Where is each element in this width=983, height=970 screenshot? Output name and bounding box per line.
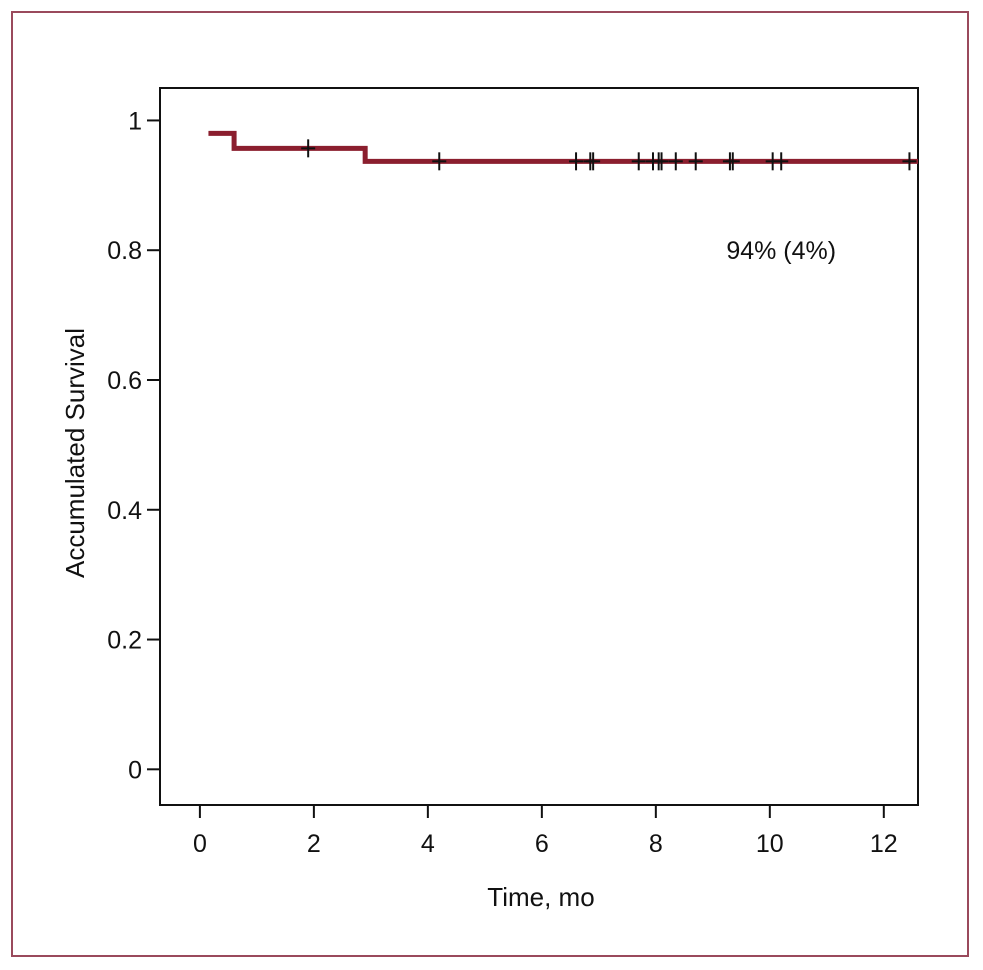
censor-mark xyxy=(668,152,683,171)
y-axis-label: Accumulated Survival xyxy=(60,328,90,578)
survival-curve xyxy=(208,130,918,164)
y-tick-label: 0.8 xyxy=(107,237,142,265)
x-tick-label: 4 xyxy=(421,830,435,858)
x-tick-label: 8 xyxy=(649,830,663,858)
censor-mark xyxy=(432,152,447,171)
censor-mark xyxy=(569,152,584,171)
survival-estimate-annotation: 94% (4%) xyxy=(726,237,836,265)
x-tick-label: 10 xyxy=(756,830,784,858)
x-tick-label: 12 xyxy=(870,830,898,858)
figure-frame xyxy=(11,11,969,957)
censor-mark xyxy=(301,139,316,158)
x-axis-label: Time, mo xyxy=(487,882,594,912)
y-tick-label: 0.4 xyxy=(107,497,142,525)
censor-mark xyxy=(631,152,646,171)
y-axis: 0 0.2 0.4 0.6 0.8 1 xyxy=(107,107,160,784)
y-tick-label: 0.2 xyxy=(107,627,142,655)
censor-marks xyxy=(301,139,917,171)
plot-area xyxy=(159,87,919,806)
censor-mark xyxy=(654,152,669,171)
y-tick-label: 1 xyxy=(128,107,142,135)
x-tick-label: 6 xyxy=(535,830,549,858)
y-tick-label: 0 xyxy=(128,756,142,784)
censor-mark xyxy=(725,152,740,171)
x-axis: 0 2 4 6 8 10 12 xyxy=(193,805,898,858)
survival-series xyxy=(208,130,918,164)
censor-mark xyxy=(902,152,917,171)
x-tick-label: 0 xyxy=(193,830,207,858)
y-tick-label: 0.6 xyxy=(107,367,142,395)
x-tick-label: 2 xyxy=(307,830,321,858)
censor-mark xyxy=(586,152,601,171)
censor-mark xyxy=(774,152,789,171)
censor-mark xyxy=(688,152,703,171)
